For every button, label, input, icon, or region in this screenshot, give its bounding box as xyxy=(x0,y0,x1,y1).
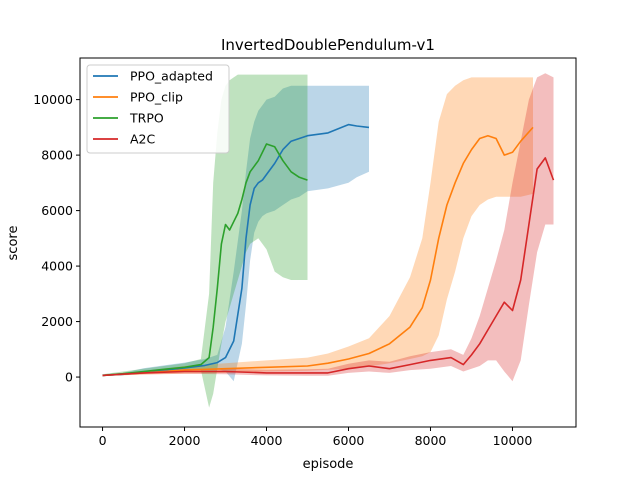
x-tick-label: 8000 xyxy=(415,433,447,448)
y-tick-label: 4000 xyxy=(41,259,73,274)
series-lines xyxy=(102,123,555,377)
legend-label-ppo-adapted: PPO_adapted xyxy=(130,69,213,84)
legend-label-trpo: TRPO xyxy=(129,111,164,126)
band-ppo-clip xyxy=(102,77,533,377)
band-a2c xyxy=(102,73,554,382)
y-tick-label: 8000 xyxy=(41,148,73,163)
x-tick-label: 2000 xyxy=(169,433,201,448)
y-tick-label: 10000 xyxy=(33,92,73,107)
x-tick-label: 4000 xyxy=(251,433,283,448)
x-tick-label: 0 xyxy=(99,433,107,448)
legend-label-a2c: A2C xyxy=(130,132,156,147)
x-tick-label: 6000 xyxy=(333,433,365,448)
line-trpo xyxy=(102,143,308,377)
chart-title: InvertedDoublePendulum-v1 xyxy=(221,36,435,54)
legend: PPO_adapted PPO_clip TRPO A2C xyxy=(86,64,230,154)
y-axis-label: score xyxy=(6,226,21,261)
legend-box xyxy=(86,64,230,154)
y-tick-label: 0 xyxy=(65,370,73,385)
y-tick-label: 6000 xyxy=(41,203,73,218)
plot-frame xyxy=(79,57,577,428)
legend-label-ppo-clip: PPO_clip xyxy=(130,90,183,105)
x-tick-label: 10000 xyxy=(493,433,533,448)
band-ppo-adapted xyxy=(102,85,369,382)
y-tick-label: 2000 xyxy=(41,314,73,329)
band-trpo xyxy=(102,74,308,408)
line-a2c xyxy=(102,157,555,377)
line-ppo-clip xyxy=(102,126,534,377)
x-axis-label: episode xyxy=(303,457,354,472)
confidence-bands xyxy=(102,73,554,408)
axes: 0 2000 4000 6000 8000 10000 0 2000 4000 6000 8000 1… xyxy=(33,57,577,448)
